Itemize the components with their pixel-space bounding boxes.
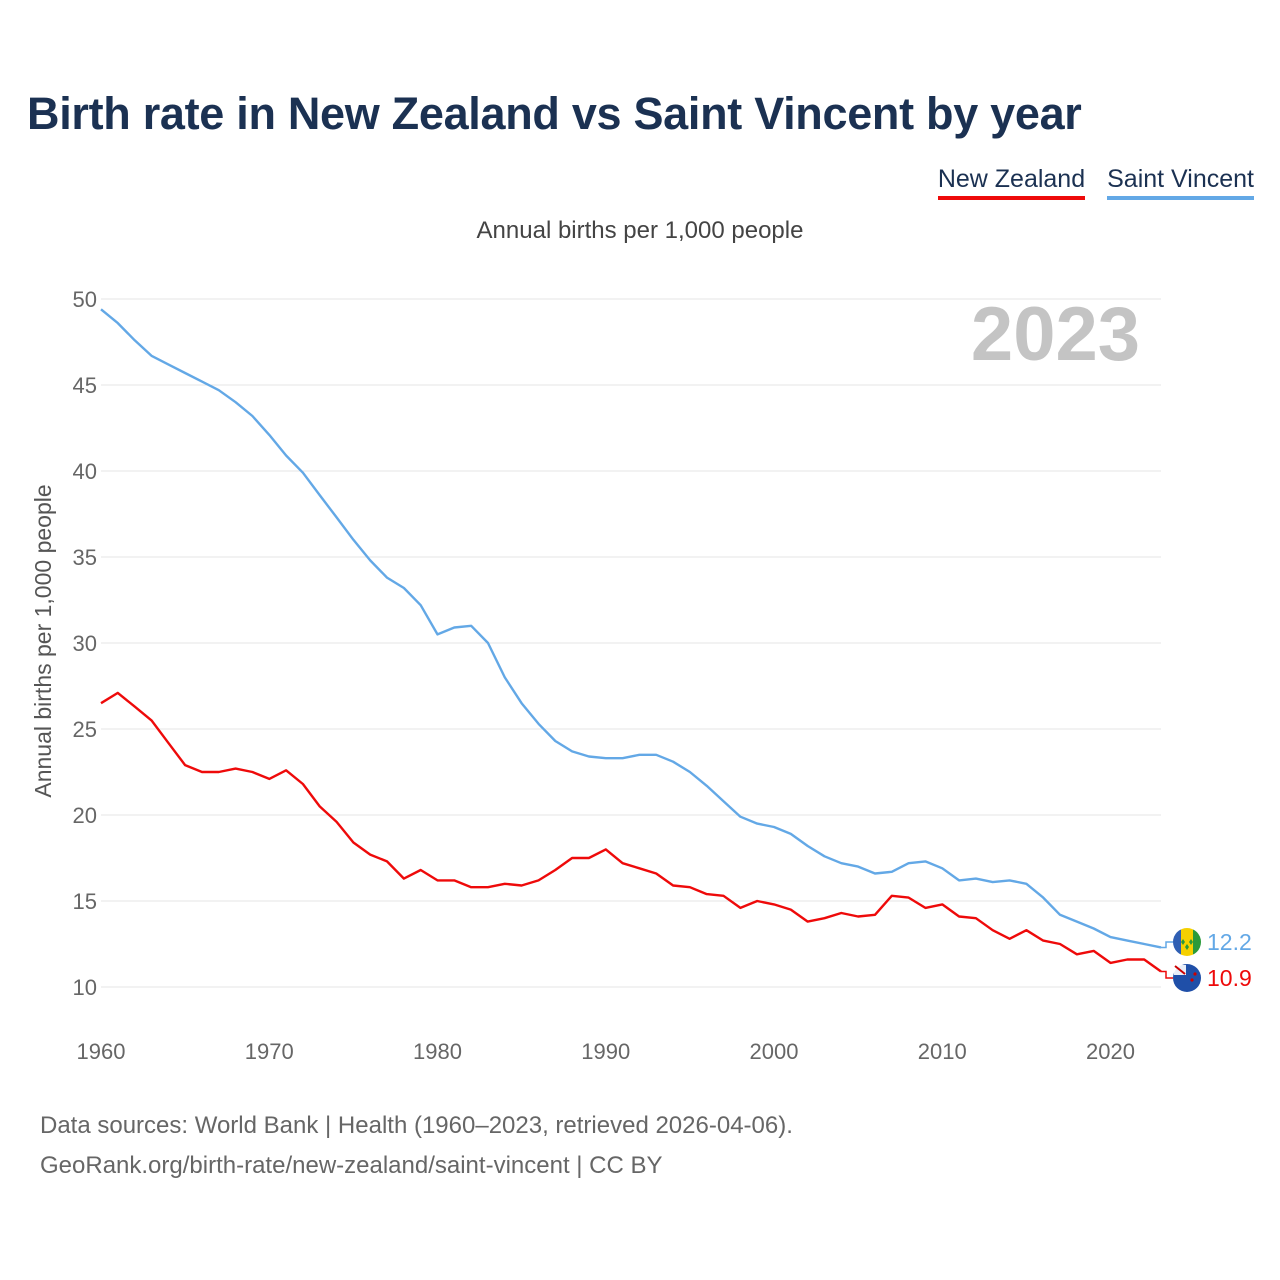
series-line-new-zealand xyxy=(100,691,1162,973)
source-url: GeoRank.org/birth-rate/new-zealand/saint… xyxy=(40,1152,663,1179)
end-value-label-saint-vincent: 12.2 xyxy=(1207,929,1252,955)
end-value-label-new-zealand: 10.9 xyxy=(1207,965,1252,991)
end-connector-new-zealand xyxy=(1161,970,1173,979)
y-axis-label: Annual births per 1,000 people xyxy=(30,484,56,797)
y-axis-ticks: 10 15 20 25 30 35 40 45 50 xyxy=(73,287,97,1000)
y-tick-label: 15 xyxy=(73,889,97,914)
current-year-label: 2023 xyxy=(971,292,1140,377)
footer: Data sources: World Bank | Health (1960–… xyxy=(40,1106,793,1186)
y-tick-label: 50 xyxy=(73,287,97,312)
data-source-note: Data sources: World Bank | Health (1960–… xyxy=(40,1112,793,1139)
y-tick-label: 45 xyxy=(73,373,97,398)
x-tick-label: 1990 xyxy=(581,1039,630,1064)
end-markers: 10.9 12.2 xyxy=(1161,928,1252,992)
gridlines xyxy=(101,298,1161,988)
y-tick-label: 35 xyxy=(73,545,97,570)
legend: New Zealand Saint Vincent xyxy=(937,165,1254,200)
legend-item-saint-vincent[interactable]: Saint Vincent xyxy=(1107,165,1254,200)
x-tick-label: 1980 xyxy=(413,1039,462,1064)
x-tick-label: 2000 xyxy=(750,1039,799,1064)
x-tick-label: 1960 xyxy=(77,1039,126,1064)
x-axis-ticks: 1960 1970 1980 1990 2000 2010 2020 xyxy=(77,1039,1135,1064)
end-connector-saint-vincent xyxy=(1161,941,1173,949)
x-tick-label: 1970 xyxy=(245,1039,294,1064)
chart-subtitle: Annual births per 1,000 people xyxy=(476,217,804,244)
x-tick-label: 2020 xyxy=(1086,1039,1135,1064)
x-tick-label: 2010 xyxy=(918,1039,967,1064)
y-tick-label: 20 xyxy=(73,803,97,828)
series-lines xyxy=(100,308,1162,973)
line-chart: 10 15 20 25 30 35 40 45 50 1960 1970 1980 1990 2000 2… xyxy=(30,287,1252,1064)
chart-title: Birth rate in New Zealand vs Saint Vince… xyxy=(27,88,1082,139)
y-tick-label: 40 xyxy=(73,459,97,484)
y-tick-label: 25 xyxy=(73,717,97,742)
y-tick-label: 30 xyxy=(73,631,97,656)
saint-vincent-flag-icon xyxy=(1173,928,1201,956)
new-zealand-flag-icon xyxy=(1173,964,1201,992)
series-line-saint-vincent xyxy=(100,308,1162,949)
y-tick-label: 10 xyxy=(73,975,97,1000)
legend-item-new-zealand[interactable]: New Zealand xyxy=(937,165,1086,200)
